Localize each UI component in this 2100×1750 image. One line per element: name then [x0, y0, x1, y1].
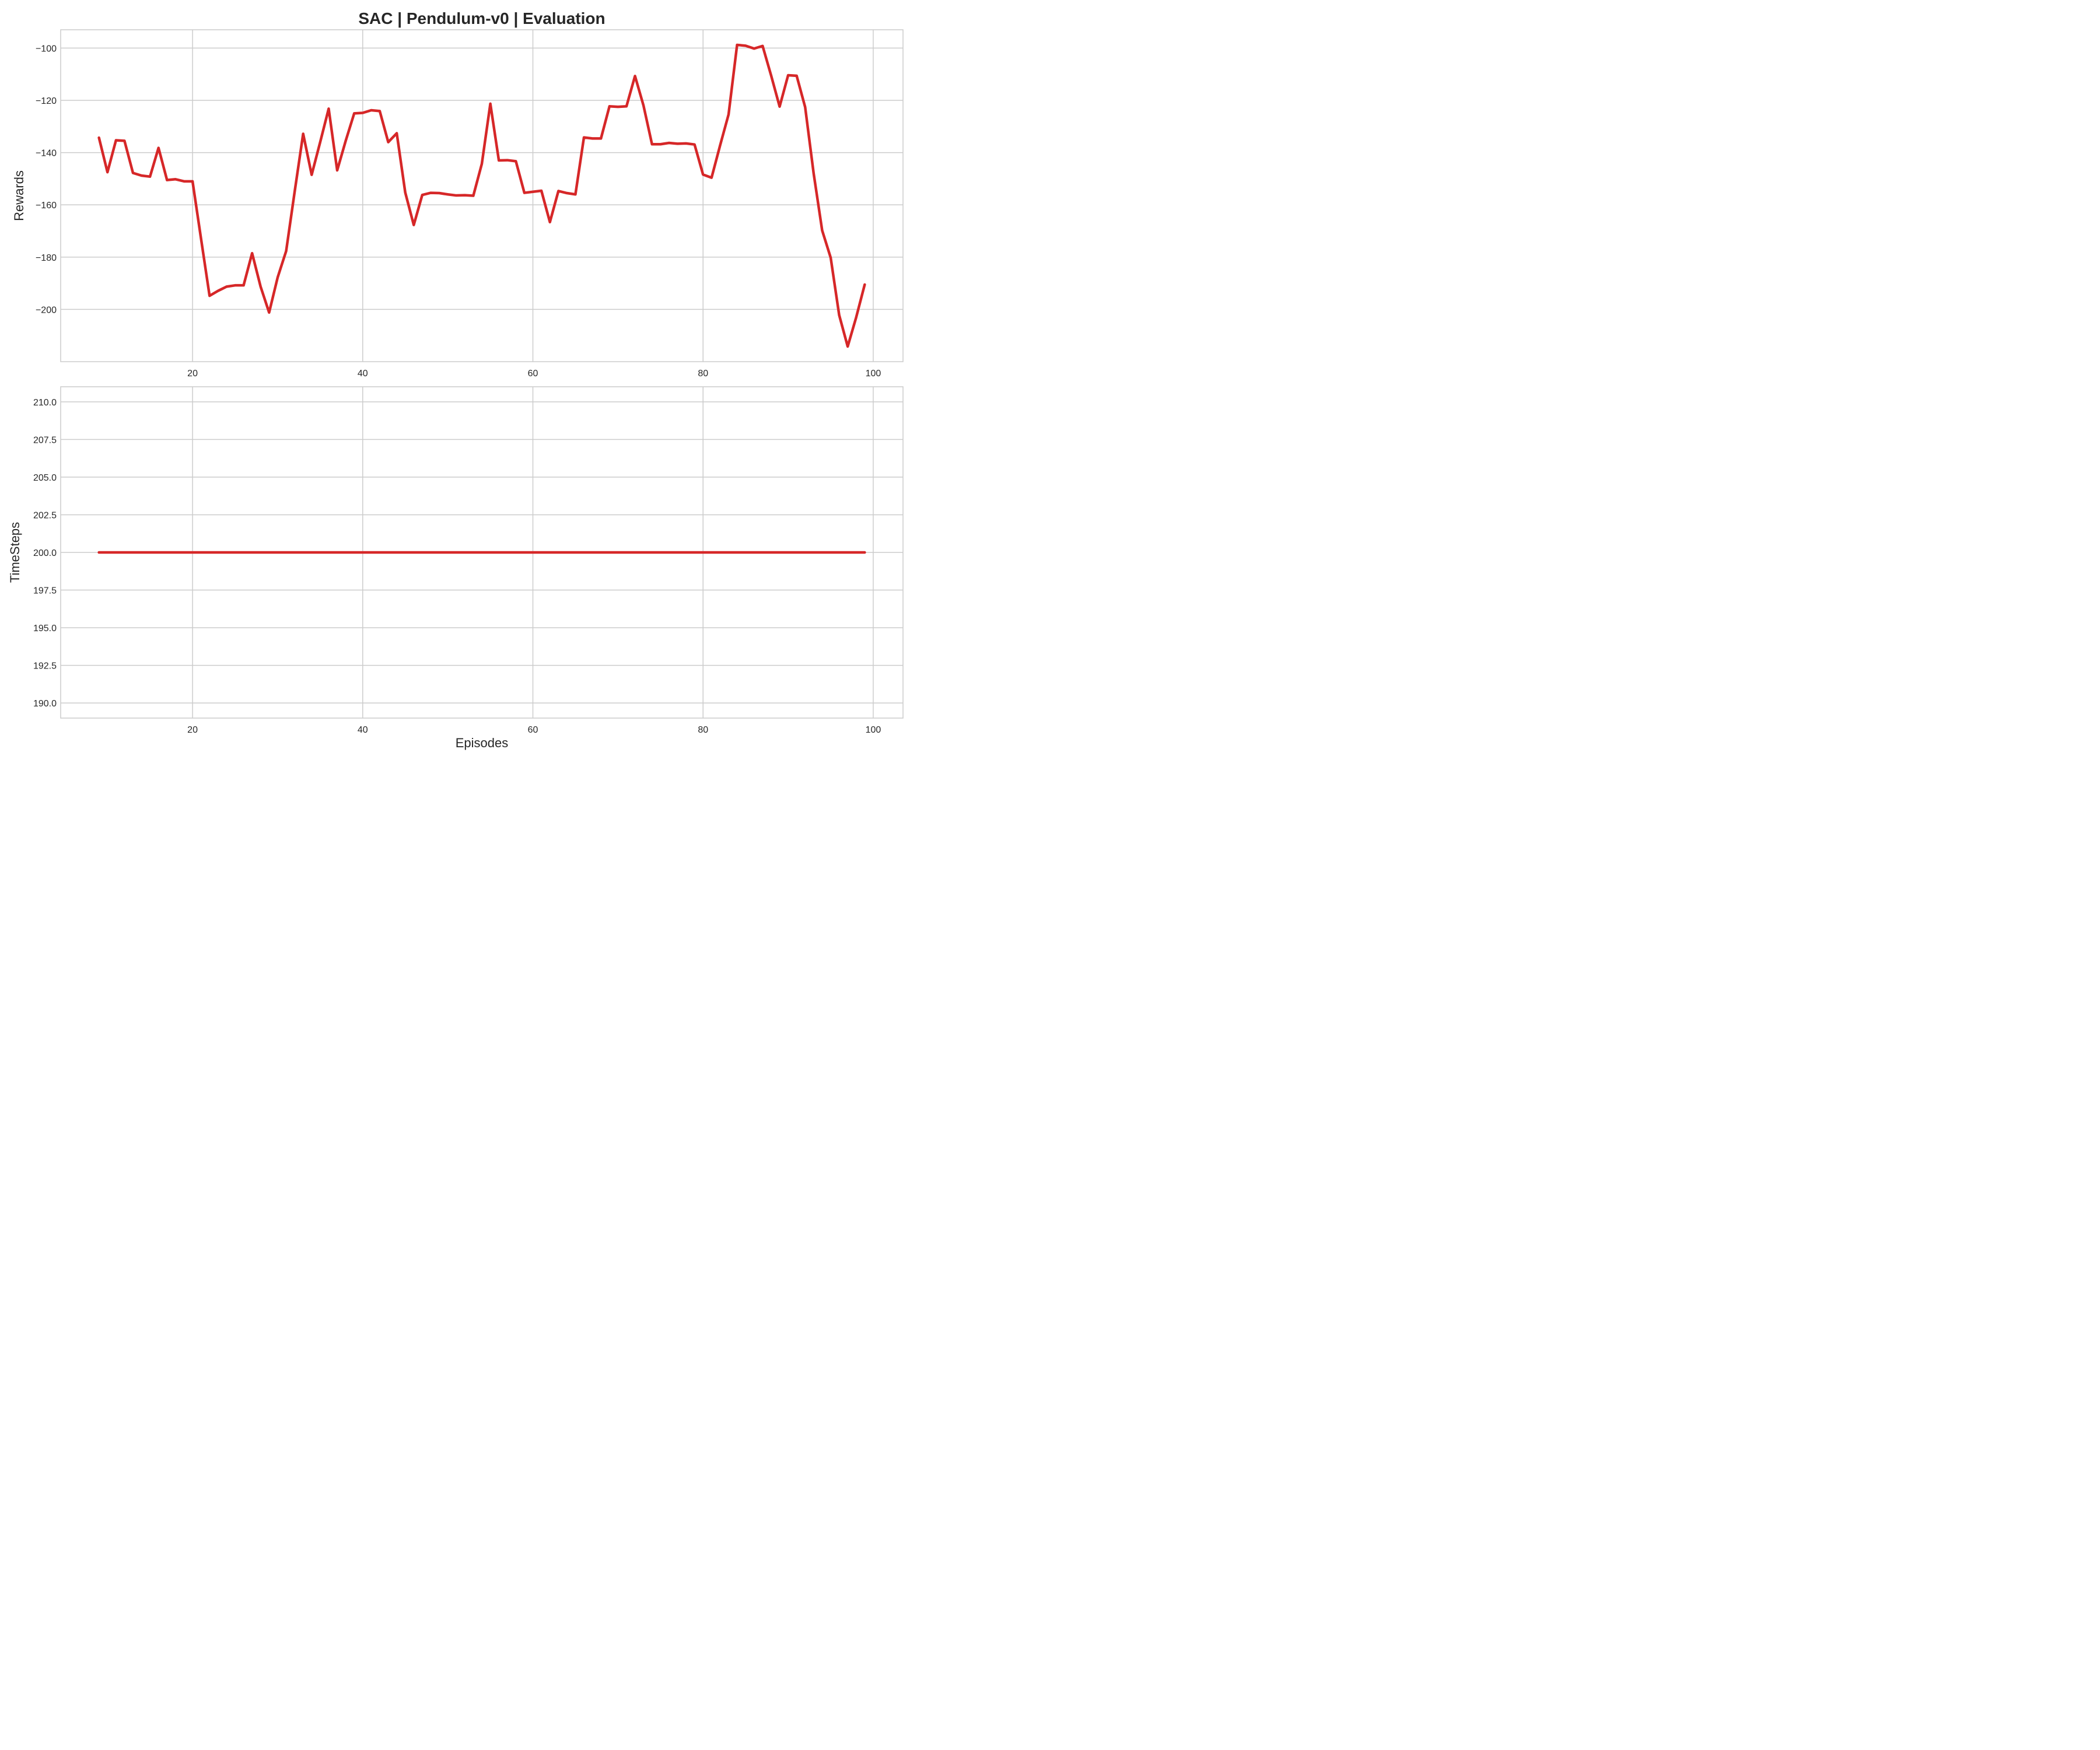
- timesteps-x-tick-label: 20: [187, 725, 198, 735]
- rewards-y-tick-label: −160: [36, 201, 57, 211]
- figure-title: SAC | Pendulum-v0 | Evaluation: [358, 9, 605, 27]
- rewards-y-tick-label: −100: [36, 44, 57, 54]
- rewards-plot-area: [61, 30, 903, 362]
- rewards-x-tick-label: 60: [528, 369, 538, 379]
- timesteps-y-tick-label: 207.5: [33, 435, 57, 445]
- timesteps-y-tick-label: 205.0: [33, 473, 57, 483]
- rewards-y-tick-label: −140: [36, 149, 57, 159]
- timesteps-y-tick-label: 190.0: [33, 699, 57, 709]
- timesteps-x-tick-label: 40: [358, 725, 368, 735]
- rewards-x-tick-label: 80: [698, 369, 708, 379]
- rewards-series-line-0: [97, 43, 866, 348]
- timesteps-y-axis-label: TimeSteps: [8, 522, 22, 583]
- timesteps-panel: 20 40 60 80 100 210.0 207.5 205.0 202.5 200.0 197.…: [8, 386, 904, 750]
- rewards-y-tick-label: −180: [36, 253, 57, 263]
- rewards-x-tick-label: 20: [187, 369, 198, 379]
- evaluation-figure: SAC | Pendulum-v0 | Evaluation 20 40 60 80 1…: [0, 0, 915, 762]
- timesteps-y-tick-label: 202.5: [33, 510, 57, 520]
- rewards-y-tick-label: −120: [36, 96, 57, 106]
- rewards-y-axis-label: Rewards: [12, 170, 26, 221]
- timesteps-y-tick-label: 200.0: [33, 548, 57, 558]
- timesteps-y-tick-label: 210.0: [33, 398, 57, 408]
- rewards-panel: 20 40 60 80 100 −100 −120 −140 −160 −180 −200 Rewar…: [12, 29, 904, 379]
- timesteps-x-axis-label: Episodes: [456, 736, 509, 750]
- rewards-y-tick-label: −200: [36, 305, 57, 315]
- rewards-x-tick-label: 40: [358, 369, 368, 379]
- timesteps-y-tick-label: 192.5: [33, 662, 57, 671]
- rewards-plot-frame: [60, 29, 904, 362]
- rewards-x-tick-label: 100: [866, 369, 881, 379]
- timesteps-y-tick-label: 197.5: [33, 586, 57, 596]
- timesteps-x-tick-label: 100: [866, 725, 881, 735]
- timesteps-y-tick-label: 195.0: [33, 624, 57, 634]
- timesteps-plot-frame: [60, 386, 904, 719]
- timesteps-x-tick-label: 60: [528, 725, 538, 735]
- timesteps-x-tick-label: 80: [698, 725, 708, 735]
